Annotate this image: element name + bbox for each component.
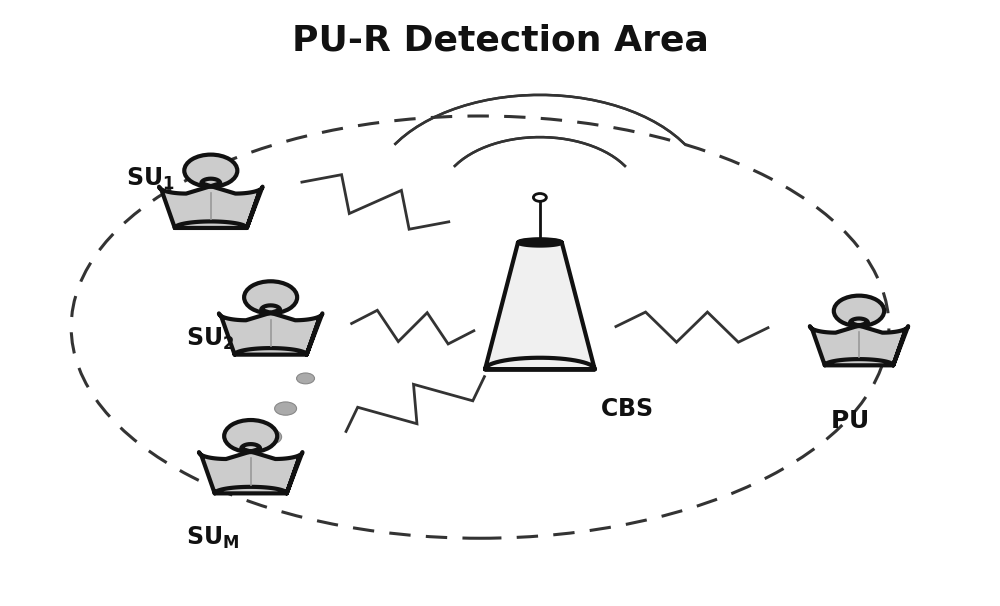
Polygon shape xyxy=(810,319,908,365)
Text: $\mathbf{SU_M}$: $\mathbf{SU_M}$ xyxy=(186,525,239,551)
Text: $\mathbf{CBS}$: $\mathbf{CBS}$ xyxy=(600,396,652,421)
Polygon shape xyxy=(219,305,322,355)
Text: $\mathbf{SU_1}$: $\mathbf{SU_1}$ xyxy=(126,166,175,193)
Circle shape xyxy=(533,193,546,201)
Circle shape xyxy=(297,373,315,384)
Polygon shape xyxy=(159,179,263,228)
Circle shape xyxy=(224,420,277,452)
Text: PU-R Detection Area: PU-R Detection Area xyxy=(292,24,708,58)
Circle shape xyxy=(834,296,884,326)
Circle shape xyxy=(275,402,297,415)
Circle shape xyxy=(184,155,237,187)
Polygon shape xyxy=(199,444,302,493)
Text: $\mathbf{SU_2}$: $\mathbf{SU_2}$ xyxy=(186,326,234,352)
Circle shape xyxy=(256,429,282,445)
Polygon shape xyxy=(485,239,595,369)
Text: $\mathbf{PU}$: $\mathbf{PU}$ xyxy=(830,408,868,433)
Circle shape xyxy=(244,281,297,313)
